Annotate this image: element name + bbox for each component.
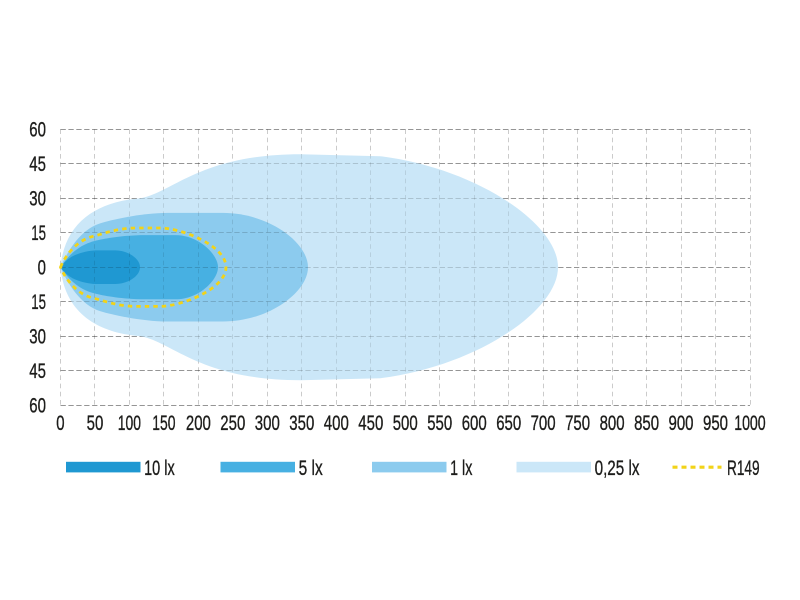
svg-text:15: 15 <box>31 221 46 245</box>
svg-text:500: 500 <box>393 411 418 435</box>
svg-text:30: 30 <box>29 187 46 211</box>
svg-text:750: 750 <box>565 411 590 435</box>
svg-text:0: 0 <box>38 256 46 280</box>
svg-text:850: 850 <box>634 411 659 435</box>
svg-text:1000: 1000 <box>734 411 766 435</box>
svg-text:150: 150 <box>152 411 175 435</box>
svg-text:600: 600 <box>462 411 487 435</box>
svg-text:800: 800 <box>600 411 625 435</box>
svg-text:30: 30 <box>29 324 46 348</box>
svg-text:700: 700 <box>531 411 556 435</box>
svg-text:60: 60 <box>29 118 46 142</box>
svg-text:45: 45 <box>29 152 46 176</box>
svg-text:100: 100 <box>118 411 141 435</box>
svg-text:400: 400 <box>324 411 349 435</box>
svg-text:1 lx: 1 lx <box>450 456 473 480</box>
svg-text:50: 50 <box>87 411 104 435</box>
svg-text:250: 250 <box>220 411 245 435</box>
svg-text:300: 300 <box>255 411 280 435</box>
svg-text:15: 15 <box>31 290 46 314</box>
svg-text:350: 350 <box>289 411 314 435</box>
svg-text:5 lx: 5 lx <box>299 456 323 480</box>
svg-text:450: 450 <box>358 411 383 435</box>
svg-text:0,25 lx: 0,25 lx <box>595 456 640 480</box>
svg-text:R149: R149 <box>727 456 760 480</box>
svg-text:45: 45 <box>29 359 46 383</box>
svg-text:550: 550 <box>427 411 452 435</box>
svg-text:0: 0 <box>56 411 64 435</box>
svg-text:950: 950 <box>703 411 728 435</box>
svg-text:60: 60 <box>29 393 46 417</box>
svg-text:200: 200 <box>186 411 211 435</box>
svg-text:900: 900 <box>669 411 694 435</box>
svg-text:10 lx: 10 lx <box>144 456 175 480</box>
svg-text:650: 650 <box>496 411 521 435</box>
